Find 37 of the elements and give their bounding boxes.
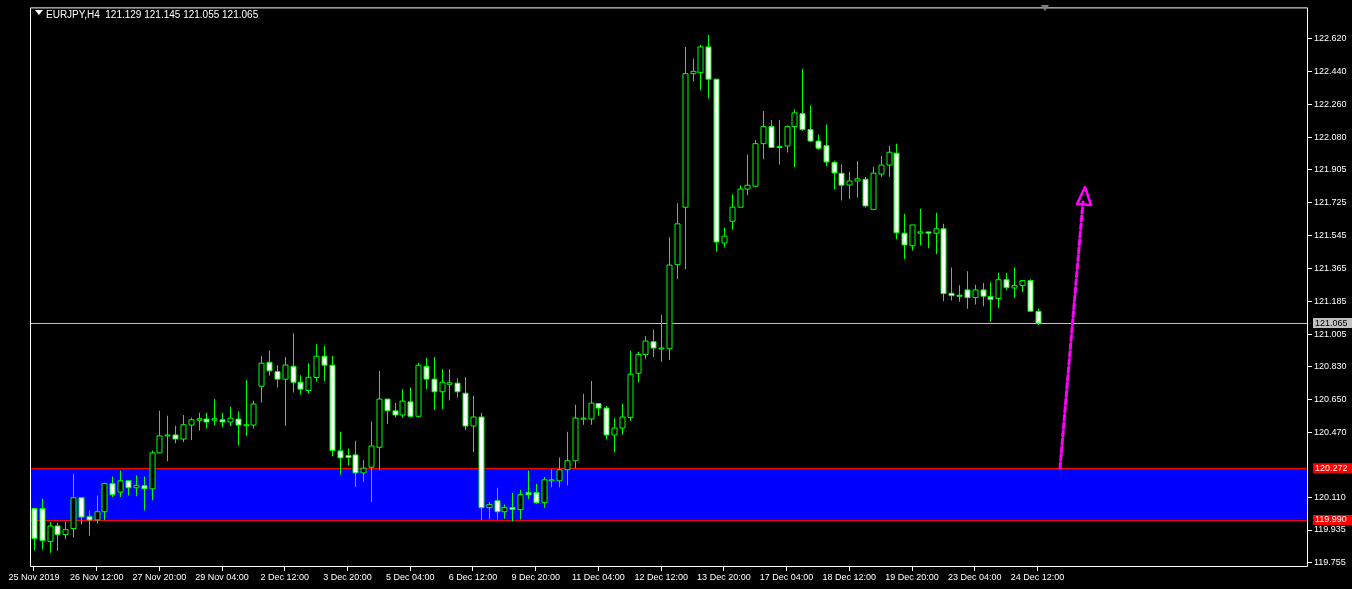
ref-line-label: 120.272	[1315, 462, 1348, 473]
x-tick-label: 26 Nov 12:00	[69, 571, 124, 582]
y-tick-label: 122.080	[1314, 131, 1347, 142]
x-tick-label: 2 Dec 12:00	[260, 571, 310, 582]
y-tick-label: 121.905	[1314, 163, 1347, 174]
y-tick-label: 121.185	[1314, 295, 1347, 306]
x-tick-label: 23 Dec 04:00	[948, 571, 1002, 582]
x-tick-label: 27 Nov 20:00	[132, 571, 187, 582]
x-tick-label: 25 Nov 2019	[8, 571, 60, 582]
y-tick-label: 122.620	[1314, 32, 1347, 43]
x-tick-label: 12 Dec 12:00	[634, 571, 688, 582]
y-tick-label: 122.260	[1314, 98, 1347, 109]
y-tick-label: 121.005	[1314, 328, 1347, 339]
ref-line-label: 119.990	[1315, 514, 1347, 525]
x-tick-label: 17 Dec 04:00	[759, 571, 814, 582]
x-tick-label: 13 Dec 20:00	[697, 571, 751, 582]
y-tick-label: 119.755	[1314, 557, 1346, 568]
y-tick-label: 122.440	[1314, 65, 1347, 76]
x-tick-label: 24 Dec 12:00	[1010, 571, 1065, 582]
y-tick-label: 119.935	[1314, 524, 1346, 535]
x-tick-label: 3 Dec 20:00	[323, 571, 372, 582]
y-tick-label: 120.830	[1314, 360, 1347, 371]
ref-line-label: 121.065	[1315, 317, 1348, 328]
y-tick-label: 121.545	[1314, 229, 1347, 240]
x-tick-label: 6 Dec 12:00	[448, 571, 498, 582]
y-tick-label: 120.110	[1314, 492, 1346, 503]
x-tick-label: 5 Dec 04:00	[385, 571, 435, 582]
x-tick-label: 9 Dec 20:00	[511, 571, 560, 582]
x-tick-label: 18 Dec 12:00	[822, 571, 877, 582]
y-tick-label: 121.365	[1314, 262, 1347, 273]
x-tick-label: 29 Nov 04:00	[195, 571, 249, 582]
y-tick-label: 120.470	[1314, 426, 1347, 437]
y-tick-label: 121.725	[1314, 196, 1347, 207]
x-tick-label: 11 Dec 04:00	[572, 571, 625, 582]
y-tick-label: 120.650	[1314, 393, 1347, 404]
chart-title: EURJPY,H4 121.129 121.145 121.055 121.065	[46, 9, 259, 21]
x-tick-label: 19 Dec 20:00	[885, 571, 939, 582]
